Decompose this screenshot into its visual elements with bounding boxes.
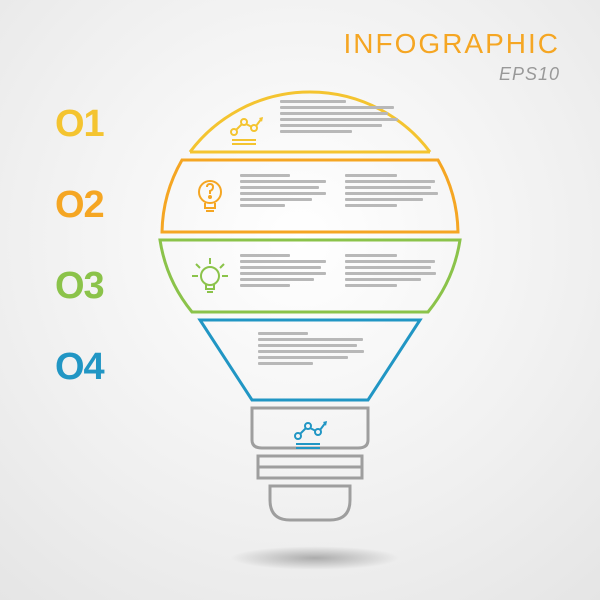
segment-2-text-left	[240, 174, 330, 210]
drop-shadow	[230, 546, 400, 570]
segment-4-text	[258, 332, 368, 368]
page-title: INFOGRAPHIC	[344, 28, 560, 60]
bulb-rays-icon	[188, 254, 232, 298]
segment-numbers: O1 O2 O3 O4	[55, 105, 104, 429]
segment-1-text	[280, 100, 400, 136]
segment-2-text-right	[345, 174, 440, 210]
segment-number-3: O3	[55, 267, 104, 305]
bulb-question-icon	[188, 174, 232, 218]
chart-arrow-icon	[288, 410, 332, 454]
segment-3-text-right	[345, 254, 440, 290]
segment-number-4: O4	[55, 348, 104, 386]
bulb-svg	[130, 80, 490, 560]
segment-number-2: O2	[55, 186, 104, 224]
segment-3-text-left	[240, 254, 330, 290]
segment-number-1: O1	[55, 105, 104, 143]
lightbulb-infographic	[130, 80, 490, 560]
chart-arrow-icon	[224, 106, 268, 150]
